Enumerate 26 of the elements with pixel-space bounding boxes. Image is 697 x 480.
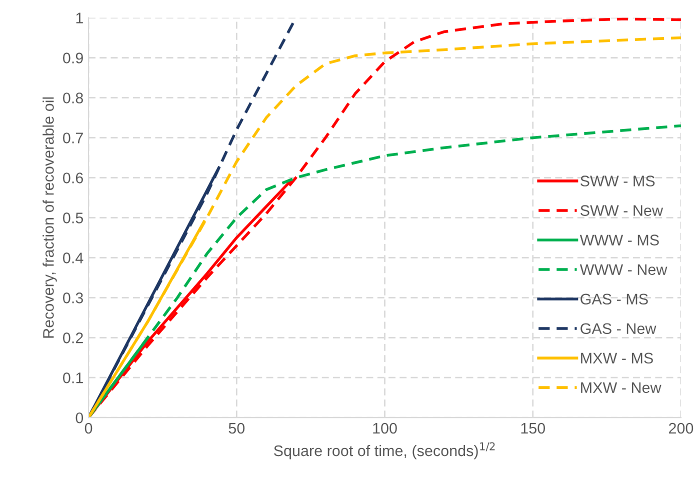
y-tick-label: 0.1 <box>63 372 83 384</box>
x-tick-label: 50 <box>228 422 245 434</box>
legend-label: GAS - MS <box>580 294 648 305</box>
y-tick-label: 0.7 <box>63 132 83 144</box>
legend-label: MXW - New <box>581 382 662 394</box>
y-tick-label: 0.8 <box>63 92 83 104</box>
legend-label: WWW - MS <box>580 234 659 246</box>
legend-label: SWW - New <box>580 205 664 216</box>
y-tick-label: 0 <box>76 412 84 424</box>
x-tick-label: 0 <box>84 422 92 434</box>
legend-label: SWW - MS <box>580 176 655 186</box>
y-tick-label: 0.2 <box>63 332 83 344</box>
y-tick-label: 1 <box>76 12 83 24</box>
y-tick-label: 0.4 <box>63 252 84 264</box>
x-tick-label: 100 <box>373 422 397 434</box>
legend-label: WWW - New <box>580 264 668 275</box>
x-tick-label: 150 <box>521 422 546 434</box>
x-axis-title: Square root of time, (seconds)$^{1/2}$ <box>274 442 495 460</box>
y-tick-label: 0.3 <box>63 292 83 304</box>
legend-label: GAS - New <box>580 323 656 334</box>
y-tick-label: 0.5 <box>63 212 84 224</box>
y-axis-title: Recovery, fraction of recoverable oil <box>42 97 57 338</box>
x-tick-label: 200 <box>668 422 694 434</box>
y-tick-label: 0.6 <box>63 172 83 184</box>
y-tick-label: 0.9 <box>63 52 83 64</box>
legend-label: MXW - MS <box>581 352 653 364</box>
